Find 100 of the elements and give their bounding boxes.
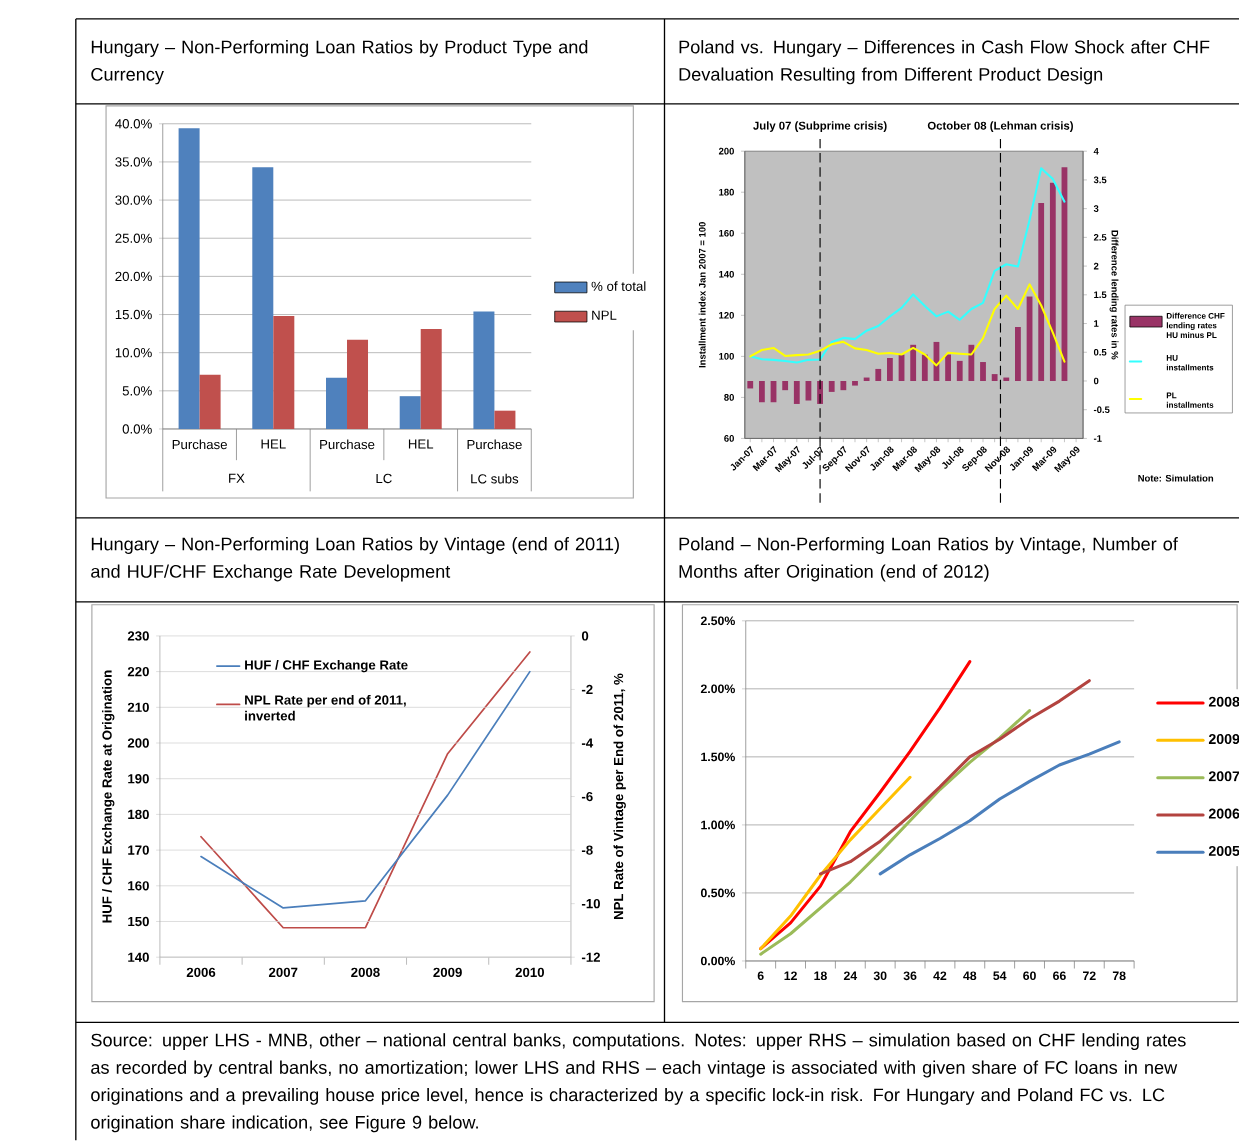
y2-tick-label: 1 (1094, 320, 1099, 328)
chart-title: Hungary – Non-Performing Loan Ratios by Product Type and Currency (91, 40, 588, 85)
y-tick-label: 1.50% (701, 752, 735, 762)
x-tick-label: HEL (261, 439, 286, 449)
line-series (878, 740, 1121, 876)
legend-label: 2005 (1208, 846, 1239, 857)
x-tick-label: HEL (408, 439, 434, 449)
y-tick-label: 190 (128, 774, 149, 784)
y-tick-label: 80 (724, 394, 734, 401)
text: HU installments (1166, 355, 1214, 371)
legend-label: 2009 (1208, 734, 1239, 745)
y-tick-label: 35.0% (115, 157, 152, 167)
x-tick-label: 2010 (515, 967, 545, 978)
y-tick-label: 30.0% (115, 195, 152, 205)
bar (1015, 327, 1021, 382)
bar (980, 362, 986, 382)
y-tick-label: 10.0% (115, 348, 152, 358)
y2-tick-label: 2.5 (1093, 234, 1107, 241)
bar (252, 167, 274, 430)
y2-axis-title: NPL Rate of Vintage per End of 2011, % (613, 673, 626, 920)
bar (852, 381, 858, 386)
bar (494, 410, 516, 430)
chart-title: Hungary – Non-Performing Loan Ratios by Vintage (end of 2011) and HUF/CHF Exchange Rate Development (91, 537, 619, 582)
y2-tick-label: 3.5 (1093, 176, 1107, 184)
x-tick-label: 30 (873, 971, 887, 981)
y2-tick-label: 3 (1093, 205, 1099, 213)
bar (199, 375, 221, 430)
y-tick-label: 5.0% (122, 386, 152, 396)
bar (945, 354, 951, 382)
y-axis-title: HUF / CHF Exchange Rate at Origination (102, 670, 115, 923)
bar (1049, 183, 1056, 382)
y-tick-label: 230 (127, 631, 149, 641)
x-tick-label: 36 (903, 971, 917, 981)
y-tick-label: 160 (128, 881, 149, 891)
y-tick-label: 20.0% (115, 271, 152, 282)
bar (840, 381, 847, 391)
y-tick-label: 0.00% (700, 956, 735, 966)
x-tick-label: 2007 (268, 967, 298, 978)
y-tick-label: 1.00% (701, 820, 735, 830)
y-tick-label: 100 (719, 353, 734, 360)
y2-tick-label: 1.5 (1094, 291, 1107, 299)
bar (793, 381, 800, 405)
y2-axis-title: Difference lending rates in % (1109, 230, 1119, 360)
bar (875, 369, 882, 382)
y-tick-label: 15.0% (115, 310, 152, 320)
bar (747, 381, 754, 389)
legend-label: HUF / CHF Exchange Rate (245, 660, 408, 673)
legend-label: NPL Rate per end of 2011, inverted (245, 695, 406, 721)
y2-tick-label: -6 (581, 792, 593, 802)
x-tick-label: 2006 (186, 967, 216, 978)
bar (758, 381, 765, 403)
x-tick-label: Purchase (172, 439, 227, 450)
text: PL installments (1166, 392, 1214, 409)
line-series (759, 776, 912, 951)
bar (1003, 377, 1010, 382)
chart-title: Poland – Non-Performing Loan Ratios by Vintage, Number of Months after Origination (end of 2012) (679, 537, 1178, 582)
ref-line-label: October 08 (Lehman crisis) (927, 121, 1073, 133)
y-tick-label: 170 (128, 845, 149, 856)
x-tick-label: 24 (843, 971, 858, 981)
y2-tick-label: -8 (581, 845, 593, 856)
y-tick-label: 140 (719, 271, 734, 278)
bar (273, 316, 295, 430)
y2-tick-label: -10 (581, 899, 600, 909)
y2-tick-label: 0 (581, 631, 589, 641)
bar (828, 381, 835, 393)
x-tick-label: 48 (963, 971, 977, 981)
y-tick-label: 150 (128, 917, 149, 927)
y2-tick-label: -1 (1093, 435, 1102, 442)
text: FX (229, 474, 245, 484)
y2-tick-label: 0 (1093, 377, 1099, 385)
legend-label: 2008 (1208, 696, 1239, 707)
x-tick-label: 2009 (433, 967, 462, 978)
x-tick-label: Purchase (467, 439, 522, 450)
y-tick-label: 180 (719, 189, 734, 196)
x-tick-label: 18 (814, 971, 827, 981)
text: LC (376, 474, 392, 484)
text: LC subs (471, 474, 519, 484)
x-tick-label: Purchase (320, 439, 375, 450)
legend-label: 2007 (1208, 771, 1239, 782)
legend-label: Difference CHF lending rates HU minus PL (1166, 312, 1225, 339)
x-tick-label: 60 (1023, 971, 1036, 981)
y2-tick-label: -0.5 (1093, 406, 1110, 414)
y-tick-label: 2.00% (700, 684, 735, 694)
bar (473, 311, 495, 430)
x-tick-label: 6 (757, 971, 764, 981)
bar (956, 361, 963, 382)
bar (399, 396, 421, 430)
y2-tick-label: 0.5 (1093, 349, 1107, 356)
bar (886, 358, 893, 382)
x-tick-label: 78 (1112, 971, 1126, 981)
chart-title: Poland vs. Hungary – Differences in Cash Flow Shock after CHF Devaluation Resulting from Different Product Design (679, 40, 1210, 85)
x-tick-label: 42 (933, 971, 947, 981)
x-tick-label: 2008 (351, 967, 380, 978)
legend-label: 2006 (1208, 808, 1239, 819)
legend-label: % of total (591, 281, 646, 292)
line-series (749, 283, 1066, 367)
bar (420, 329, 442, 430)
y-tick-label: 200 (718, 148, 734, 155)
y-axis-title: Installment index Jan 2007 = 100 (698, 222, 706, 368)
y-tick-label: 2.50% (700, 616, 735, 626)
